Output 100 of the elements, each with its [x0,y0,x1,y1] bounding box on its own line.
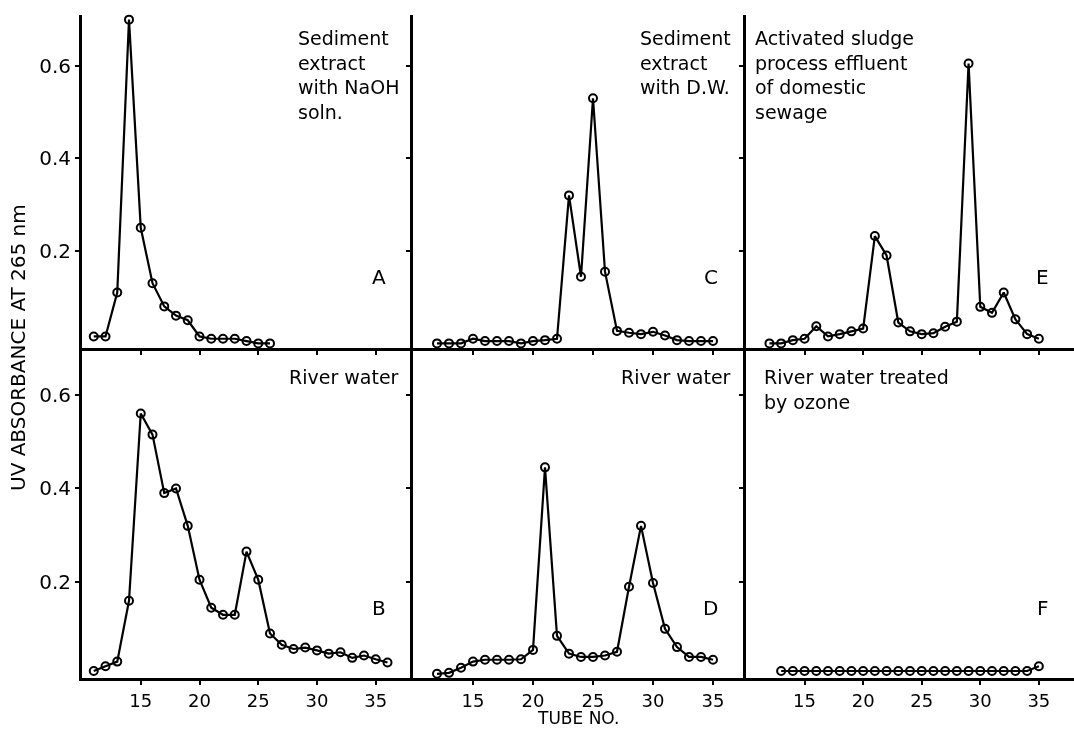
point [600,650,610,661]
point [100,661,111,672]
point [846,326,857,337]
point [940,321,951,332]
point [171,310,181,321]
point [206,333,217,344]
x-tick-label: 25 [910,689,934,711]
y-tick-label: 0.4 [39,476,71,501]
point [881,250,892,261]
point [124,595,134,606]
point [480,654,490,665]
point [468,656,478,667]
point [987,307,997,318]
point [516,338,526,349]
point [528,644,538,655]
y-axis-title: UV ABSORBANCE AT 265 nm [6,204,30,491]
point [624,581,634,592]
point [600,266,610,277]
point [112,287,123,298]
point [834,329,845,340]
point [672,642,682,653]
x-tick-label: 15 [461,689,485,711]
point [916,329,927,340]
point [253,574,264,585]
point [492,336,502,347]
point [540,462,550,473]
point [335,647,346,658]
point [905,326,915,337]
annotation: River water [289,366,399,388]
point [359,650,369,661]
point [540,335,550,346]
point [504,336,514,347]
point [504,654,514,665]
point [253,338,264,349]
point [124,14,134,25]
point [648,577,658,588]
point [516,654,526,665]
x-tick-label: 15 [129,689,153,711]
point [776,338,787,349]
point [858,323,869,334]
point [612,325,622,336]
point [636,520,646,531]
point [708,654,718,665]
point [963,58,974,69]
x-tick-label: 35 [1027,689,1051,711]
point [648,326,658,337]
y-tick-label: 0.2 [39,570,71,595]
point [612,646,622,657]
point [951,316,962,327]
point [696,336,706,347]
point [660,330,670,341]
point [492,654,502,665]
y-tick-label: 0.6 [39,382,71,407]
x-tick-label: 20 [851,689,875,711]
point [135,222,146,233]
x-tick-label: 35 [701,689,725,711]
point [241,336,252,347]
annotation: C [704,265,718,289]
point [764,338,775,349]
x-tick-label: 25 [246,689,270,711]
point [288,643,299,654]
point [182,315,193,326]
point [300,642,311,653]
annotation: B [372,596,386,620]
point [893,317,904,328]
point [218,333,228,344]
annotation: Activated sludge process effluent of domestic sewage [755,27,914,124]
point [684,336,694,347]
x-tick-label: 35 [364,689,388,711]
point [799,333,810,344]
annotation: E [1036,265,1049,289]
point [323,648,334,659]
point [456,338,466,349]
point [787,335,798,346]
x-axis-title: TUBE NO. [537,708,620,728]
x-tick-label: 30 [641,689,665,711]
point [696,651,706,662]
point [588,651,598,662]
point [588,93,598,104]
point [1010,314,1021,325]
point [672,335,682,346]
point [564,648,574,659]
annotation: Sediment extract with NaOH soln. [298,27,400,124]
point [347,652,358,663]
y-tick-label: 0.4 [39,146,71,171]
point [998,287,1009,298]
point [229,609,240,620]
point [444,667,454,678]
x-tick-label: 30 [968,689,992,711]
point [823,331,833,342]
point [159,488,170,499]
point [182,520,193,531]
x-tick-label: 20 [188,689,211,711]
x-tick-label: 20 [521,689,545,711]
point [444,338,454,349]
point [552,630,562,641]
point [564,190,574,201]
annotation: Sediment extract with D.W. [640,27,731,99]
point [432,668,442,679]
point [88,665,99,676]
